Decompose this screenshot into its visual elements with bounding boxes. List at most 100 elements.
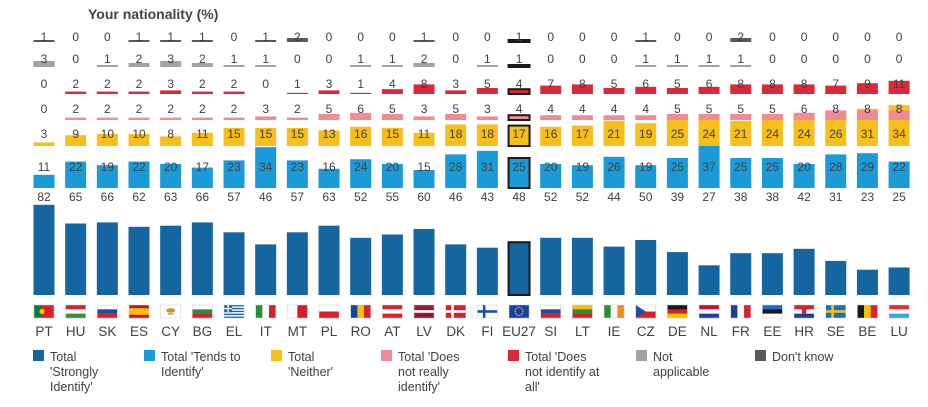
- bar-total-does-not-really-identify-nl: [698, 114, 720, 120]
- flag-mt-icon: [287, 304, 308, 319]
- bar-total-tends-to-identify-pt: [33, 174, 55, 188]
- value-label-don-t-know-fi: 0: [484, 30, 491, 44]
- bar-total-neither-hu: [65, 135, 87, 146]
- value-label-total-tends-to-identify-dk: 28: [449, 160, 463, 174]
- bar-total-does-not-really-identify-ro: [350, 112, 372, 120]
- bar-total-does-not-really-identify-at: [381, 114, 403, 120]
- bar-total-neither-si: [540, 126, 562, 146]
- value-label-not-applicable-pl: 0: [326, 52, 333, 66]
- value-label-total-neither-de: 25: [671, 127, 685, 141]
- bar-don-t-know-es: [128, 40, 150, 42]
- flag-at-icon: [382, 304, 403, 319]
- value-label-total-strongly-identify-pl: 63: [322, 190, 336, 204]
- bar-not-applicable-nl: [698, 65, 720, 67]
- bar-total-does-not-identify-at-all-eu27: [507, 88, 531, 95]
- flag-be-icon: [857, 304, 878, 319]
- bar-not-applicable-es: [128, 63, 150, 67]
- value-label-total-neither-cz: 19: [639, 127, 653, 141]
- bar-total-strongly-identify-it: [255, 244, 277, 295]
- value-label-don-t-know-pl: 0: [326, 30, 333, 44]
- bar-total-neither-nl: [698, 117, 720, 146]
- value-label-total-strongly-identify-ie: 44: [607, 190, 621, 204]
- bar-total-does-not-identify-at-all-sk: [96, 91, 118, 94]
- flag-pl-icon: [318, 304, 340, 319]
- legend-label-total-tends-to-identify: Total 'Tends to: [161, 350, 241, 364]
- category-label-at: AT: [384, 324, 400, 339]
- value-label-total-does-not-really-identify-lv: 3: [421, 102, 428, 116]
- bar-total-neither-lv: [413, 132, 435, 146]
- flag-ro-icon: [350, 304, 371, 319]
- bar-total-does-not-identify-at-all-lv: [413, 84, 435, 94]
- bar-total-tends-to-identify-lv: [413, 170, 435, 188]
- bar-total-does-not-really-identify-lt: [571, 115, 593, 120]
- bar-total-does-not-identify-at-all-lt: [571, 84, 593, 94]
- bar-total-tends-to-identify-hr: [793, 164, 815, 188]
- bar-not-applicable-at: [381, 65, 403, 67]
- value-label-total-strongly-identify-pt: 82: [37, 190, 51, 204]
- bar-total-does-not-really-identify-eu27: [507, 114, 531, 121]
- value-label-total-strongly-identify-de: 39: [671, 190, 685, 204]
- bar-total-strongly-identify-ro: [350, 237, 372, 295]
- value-label-not-applicable-it: 1: [262, 52, 269, 66]
- value-label-total-neither-mt: 15: [291, 127, 305, 141]
- legend-label-total-does-not-really-identify: Total 'Does: [398, 350, 459, 364]
- value-label-total-tends-to-identify-bg: 17: [196, 160, 210, 174]
- value-label-not-applicable-ee: 0: [769, 52, 776, 66]
- value-label-total-does-not-really-identify-at: 5: [389, 102, 396, 116]
- value-label-total-does-not-identify-at-all-eu27: 4: [516, 77, 523, 91]
- flag-dk-icon: [445, 304, 466, 319]
- bar-total-neither-ee: [761, 117, 783, 146]
- flag-si-icon: [540, 304, 561, 319]
- category-label-es: ES: [130, 324, 148, 339]
- value-label-don-t-know-ee: 0: [769, 30, 776, 44]
- value-label-total-tends-to-identify-nl: 37: [702, 160, 716, 174]
- value-label-total-does-not-identify-at-all-at: 4: [389, 77, 396, 91]
- legend-label-total-does-not-really-identify: not really: [398, 365, 449, 379]
- bar-total-strongly-identify-sk: [96, 222, 118, 295]
- bar-total-strongly-identify-nl: [698, 265, 720, 295]
- bar-total-does-not-really-identify-ie: [603, 115, 625, 120]
- value-label-total-does-not-identify-at-all-nl: 6: [706, 77, 713, 91]
- flag-lv-icon: [413, 304, 435, 319]
- bar-total-neither-lt: [571, 125, 593, 146]
- value-label-total-tends-to-identify-ro: 24: [354, 160, 368, 174]
- bar-total-tends-to-identify-ee: [761, 158, 783, 188]
- bar-total-strongly-identify-mt: [286, 232, 308, 295]
- bar-total-does-not-identify-at-all-es: [128, 91, 150, 94]
- value-label-don-t-know-es: 1: [136, 30, 143, 44]
- value-label-total-neither-sk: 10: [101, 127, 115, 141]
- category-label-de: DE: [668, 324, 687, 339]
- legend-label-total-does-not-really-identify: identify': [398, 380, 440, 394]
- value-label-don-t-know-hr: 0: [801, 30, 808, 44]
- value-label-total-strongly-identify-hr: 42: [797, 190, 811, 204]
- value-label-total-strongly-identify-eu27: 48: [512, 190, 526, 204]
- value-label-not-applicable-at: 1: [389, 52, 396, 66]
- category-label-cy: CY: [161, 324, 180, 339]
- value-label-total-strongly-identify-it: 46: [259, 190, 273, 204]
- value-label-not-applicable-ro: 1: [357, 52, 364, 66]
- category-label-ee: EE: [763, 324, 781, 339]
- value-label-total-tends-to-identify-se: 28: [829, 160, 843, 174]
- category-label-se: SE: [827, 324, 845, 339]
- value-label-total-does-not-identify-at-all-el: 2: [231, 77, 238, 91]
- bar-total-strongly-identify-bg: [191, 222, 213, 295]
- bar-don-t-know-pt: [33, 40, 55, 42]
- bar-don-t-know-bg: [191, 40, 213, 42]
- value-label-total-tends-to-identify-hr: 20: [797, 160, 811, 174]
- legend-label-total-tends-to-identify: Identify': [161, 365, 204, 379]
- value-label-total-strongly-identify-mt: 57: [291, 190, 305, 204]
- value-label-don-t-know-cz: 1: [642, 30, 649, 44]
- category-label-eu27: EU27: [502, 324, 536, 339]
- value-label-total-tends-to-identify-cz: 19: [639, 160, 653, 174]
- value-label-total-strongly-identify-fi: 43: [481, 190, 495, 204]
- bar-total-strongly-identify-lt: [571, 237, 593, 295]
- value-label-total-tends-to-identify-de: 25: [671, 160, 685, 174]
- value-label-don-t-know-eu27: 1: [516, 30, 523, 44]
- bar-don-t-know-cy: [160, 40, 182, 42]
- value-label-total-does-not-identify-at-all-de: 5: [674, 77, 681, 91]
- bar-total-does-not-identify-at-all-fr: [730, 84, 752, 94]
- bar-total-tends-to-identify-lu: [888, 161, 910, 188]
- value-label-total-strongly-identify-lt: 52: [576, 190, 590, 204]
- bar-total-does-not-identify-at-all-ro: [350, 92, 372, 94]
